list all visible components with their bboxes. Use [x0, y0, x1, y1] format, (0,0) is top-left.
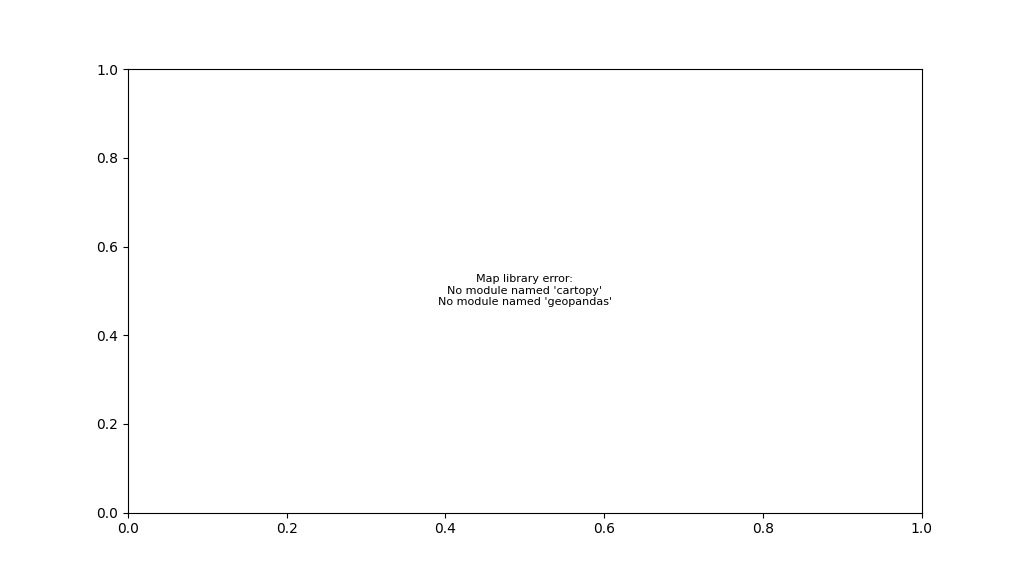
Text: Map library error:
No module named 'cartopy'
No module named 'geopandas': Map library error: No module named 'cart…: [437, 274, 612, 308]
